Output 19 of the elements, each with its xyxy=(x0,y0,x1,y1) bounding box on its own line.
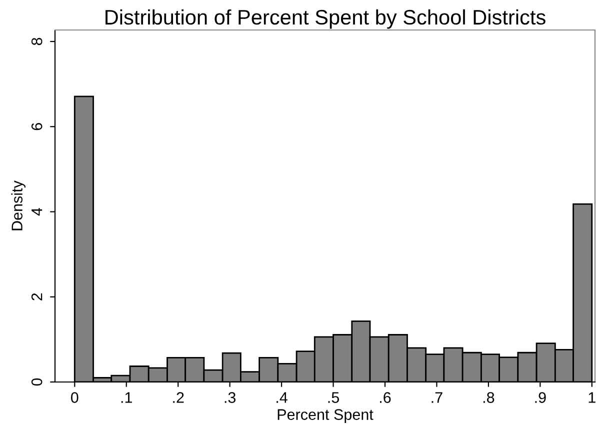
x-tick-label: .7 xyxy=(432,392,442,403)
y-tick-label: 4 xyxy=(32,208,42,216)
chart-title: Distribution of Percent Spent by School Districts xyxy=(106,9,546,29)
y-tick-label: 0 xyxy=(31,378,42,386)
x-tick-label: 0 xyxy=(71,392,78,403)
y-tick-label: 8 xyxy=(31,38,42,46)
x-tick-label: .6 xyxy=(380,392,391,403)
x-tick-label: .3 xyxy=(224,392,236,403)
y-tick-label: 6 xyxy=(31,123,42,130)
y-tick-label: 2 xyxy=(31,293,42,300)
y-axis-title: Density xyxy=(11,180,26,230)
x-tick-label: 1 xyxy=(588,392,596,403)
x-axis-title: Percent Spent xyxy=(278,409,374,423)
x-tick-label: .8 xyxy=(483,392,494,403)
x-tick-label: .4 xyxy=(276,392,288,403)
x-tick-label: .9 xyxy=(535,392,546,403)
x-tick-label: .2 xyxy=(173,392,184,403)
x-tick-label: .1 xyxy=(121,392,132,403)
x-tick-label: .5 xyxy=(328,392,340,403)
